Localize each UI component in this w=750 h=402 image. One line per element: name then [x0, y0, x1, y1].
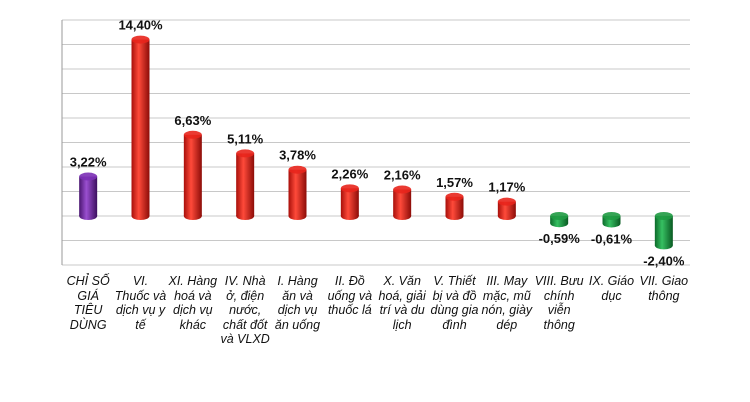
bar-body: [288, 169, 307, 216]
data-label: -2,40%: [643, 253, 685, 268]
category-label: II. Đồ uống và thuốc lá: [327, 274, 373, 317]
bar: [236, 149, 255, 220]
category-label: IX. Giáo dục: [588, 274, 635, 303]
bar-body: [393, 189, 412, 216]
category-label: III. May mặc, mũ nón, giày dép: [481, 274, 533, 332]
category-label: VIII. Bưu chính viễn thông: [534, 274, 584, 332]
bars: [79, 35, 673, 250]
bar-body: [236, 153, 255, 216]
bar: [445, 192, 464, 220]
bar-base: [497, 212, 516, 220]
bar-base: [131, 212, 150, 220]
bar-cap: [288, 165, 307, 174]
bar-body: [79, 176, 98, 216]
data-label: -0,61%: [591, 231, 633, 246]
category-label: IV. Nhà ở, điện nước, chất đốt và VLXD: [220, 274, 270, 346]
bar-cap: [79, 172, 98, 181]
data-label: -0,59%: [539, 231, 581, 246]
bar-base: [393, 212, 412, 220]
bar-body: [497, 201, 516, 216]
bar-body: [183, 134, 202, 216]
data-label: 14,40%: [118, 18, 163, 33]
bar-cap: [131, 35, 150, 44]
bar: [393, 185, 412, 220]
bar: [183, 130, 202, 220]
bar-cap: [340, 184, 359, 193]
category-label: V. Thiết bị và đồ dùng gia đình: [430, 274, 479, 332]
bar-cap: [183, 130, 202, 139]
gridlines: [62, 19, 690, 266]
category-label: CHỈ SỐ GIÁ TIÊU DÙNG: [66, 274, 110, 332]
bar-base: [340, 212, 359, 220]
bar-base: [236, 212, 255, 220]
bar-cap: [236, 149, 255, 158]
bar-cap: [654, 212, 673, 220]
bar-cap: [550, 212, 569, 220]
bar: [497, 197, 516, 220]
data-label: 1,17%: [488, 180, 525, 195]
bar-base: [445, 212, 464, 220]
bar-base: [602, 219, 621, 228]
bar: [654, 212, 673, 250]
bar-body: [445, 196, 464, 216]
category-label: I. Hàng ăn và dịch vụ ăn uống: [274, 274, 321, 332]
bar-body: [654, 216, 673, 246]
bar: [340, 184, 359, 220]
data-label: 2,26%: [331, 166, 368, 181]
data-labels: 3,22% 14,40% 6,63% 5,11% 3,78% 2,26% 2,16% 1,57…: [70, 18, 685, 269]
bar-base: [654, 241, 673, 250]
data-label: 2,16%: [384, 168, 421, 183]
bar: [288, 165, 307, 220]
data-label: 1,57%: [436, 175, 473, 190]
category-label: X. Văn hoá, giải trí và du lịch: [378, 274, 426, 332]
category-label: VII. Giao thông: [639, 274, 689, 303]
category-label: XI. Hàng hoá và dịch vụ khác: [168, 274, 218, 332]
bar: [550, 212, 569, 228]
bar: [131, 35, 150, 220]
bar-base: [550, 219, 569, 228]
bar: [79, 172, 98, 220]
bar-cap: [445, 192, 464, 201]
data-label: 3,22%: [70, 155, 107, 170]
bar-base: [79, 212, 98, 220]
data-label: 3,78%: [279, 148, 316, 163]
bar-body: [340, 188, 359, 216]
bar-cap: [393, 185, 412, 194]
data-label: 5,11%: [227, 131, 264, 146]
data-label: 6,63%: [174, 113, 211, 128]
bar-cap: [602, 212, 621, 220]
category-label: VI. Thuốc và dịch vụ y tế: [114, 274, 167, 332]
bar-base: [288, 212, 307, 220]
bar-base: [183, 212, 202, 220]
bar-body: [131, 39, 150, 216]
bar-cap: [497, 197, 516, 206]
bar: [602, 212, 621, 228]
